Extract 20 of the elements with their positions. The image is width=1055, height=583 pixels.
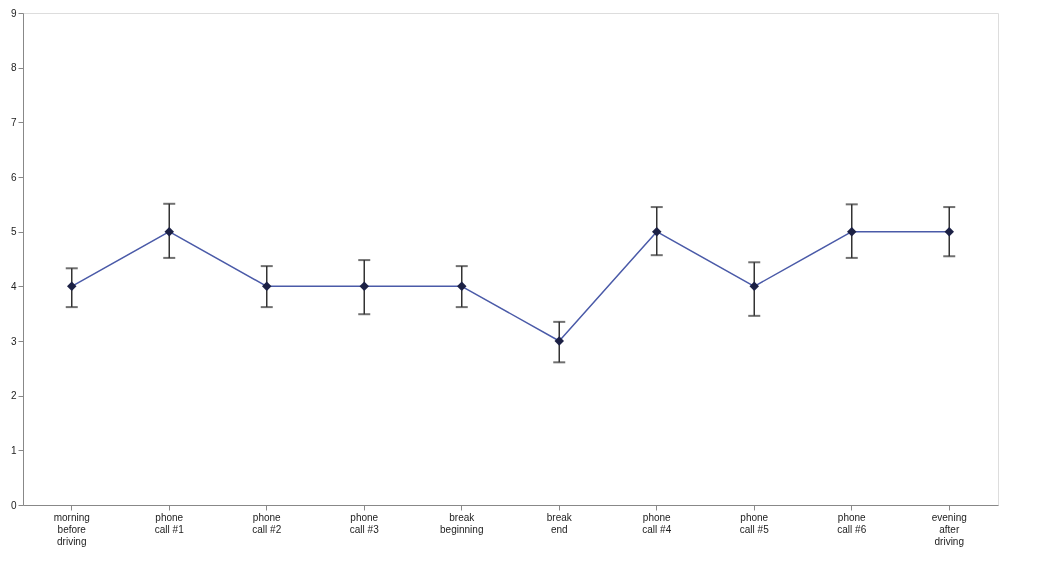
y-tick-label: 2: [10, 390, 17, 402]
y-tick-label: 0: [10, 499, 17, 511]
y-tick-label: 8: [10, 62, 17, 74]
x-tick-label: evening after driving: [931, 511, 967, 547]
x-tick-label: phone call #1: [154, 511, 185, 535]
x-tick-label: break beginning: [440, 511, 484, 535]
y-tick-label: 3: [10, 335, 17, 347]
x-tick-label: break end: [546, 511, 573, 535]
y-tick-label: 5: [10, 226, 17, 238]
y-tick-label: 9: [10, 7, 17, 19]
y-tick-label: 4: [10, 280, 17, 292]
x-tick-label: morning before driving: [53, 511, 90, 547]
y-tick-label: 1: [10, 444, 17, 456]
x-tick-label: phone call #4: [642, 511, 672, 535]
x-tick-label: phone call #2: [252, 511, 282, 535]
y-tick-label: 6: [10, 171, 17, 183]
y-tick-label: 7: [10, 116, 17, 128]
x-tick-label: phone call #5: [739, 511, 770, 535]
x-tick-label: phone call #6: [837, 511, 867, 535]
x-tick-label: phone call #3: [349, 511, 380, 535]
